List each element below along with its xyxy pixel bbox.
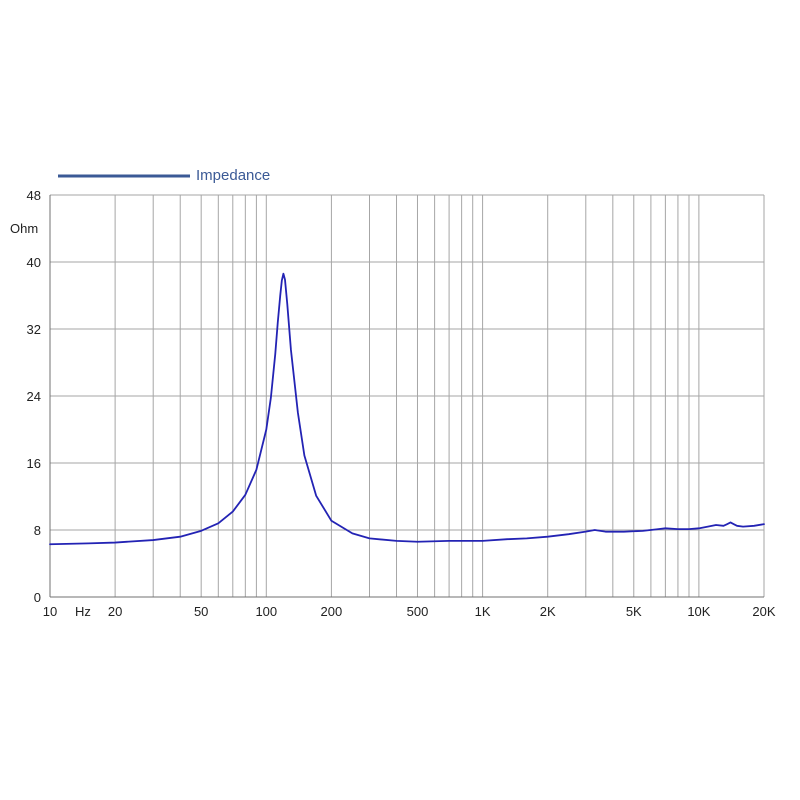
y-tick-label: 48 — [27, 188, 41, 203]
x-tick-labels: 10 20 50 100 200 500 1K 2K 5K 10K 20K — [43, 604, 776, 619]
x-tick-label: 20K — [752, 604, 775, 619]
x-tick-label: 50 — [194, 604, 208, 619]
y-unit-label: Ohm — [10, 221, 38, 236]
x-tick-label: 100 — [255, 604, 277, 619]
x-tick-label: 10K — [687, 604, 710, 619]
series-line-impedance — [49, 272, 765, 546]
x-unit-label: Hz — [75, 604, 91, 619]
horizontal-grid — [49, 194, 764, 598]
x-tick-label: 10 — [43, 604, 57, 619]
x-tick-label: 5K — [626, 604, 642, 619]
series-layer — [49, 272, 765, 546]
y-tick-label: 24 — [27, 389, 41, 404]
legend: Impedance — [58, 167, 270, 184]
y-tick-label: 40 — [27, 255, 41, 270]
y-tick-label: 32 — [27, 322, 41, 337]
y-tick-labels: 0 8 16 24 32 40 48 — [27, 188, 41, 605]
x-tick-label: 2K — [540, 604, 556, 619]
x-tick-label: 20 — [108, 604, 122, 619]
y-tick-label: 0 — [34, 590, 41, 605]
y-tick-label: 8 — [34, 523, 41, 538]
legend-label-impedance: Impedance — [196, 167, 270, 184]
y-tick-label: 16 — [27, 456, 41, 471]
x-tick-label: 500 — [407, 604, 429, 619]
x-tick-label: 1K — [475, 604, 491, 619]
x-tick-label: 200 — [321, 604, 343, 619]
